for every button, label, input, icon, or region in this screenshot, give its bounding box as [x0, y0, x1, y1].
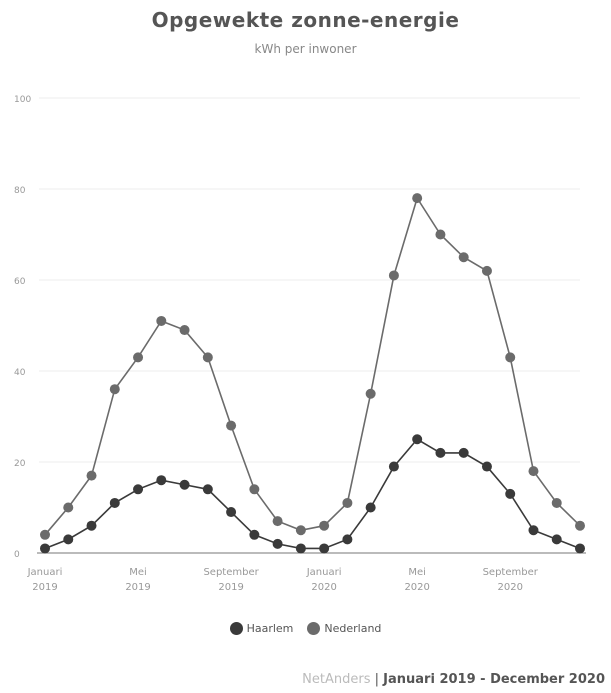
point-haarlem-2020-12: [575, 543, 585, 554]
point-haarlem-2020-11: [551, 534, 562, 545]
point-nederland-2020-06: [435, 229, 446, 240]
legend-label-nederland: Nederland: [324, 622, 382, 635]
point-nederland-2019-07: [179, 325, 190, 336]
legend-swatch-nederland: [307, 622, 321, 635]
point-nederland-2020-09: [505, 352, 516, 363]
x-tick-label-januari-2019: Januari: [27, 567, 63, 578]
point-nederland-2020-04: [388, 270, 399, 281]
x-tick-label-januari-2020: Januari: [306, 567, 342, 578]
footer-credit: NetAnders | Januari 2019 - December 2020: [302, 672, 605, 687]
x-tick-label-mei-2020: Mei: [408, 567, 426, 578]
point-nederland-2019-01: [40, 529, 50, 540]
point-nederland-2019-03: [86, 470, 97, 481]
point-haarlem-2019-07: [179, 479, 190, 490]
point-nederland-2020-01: [319, 520, 330, 531]
point-haarlem-2020-04: [388, 461, 399, 472]
point-haarlem-2020-01: [319, 543, 330, 554]
point-haarlem-2020-06: [435, 447, 446, 458]
point-nederland-2019-12: [295, 525, 306, 536]
y-tick-label-20: 20: [14, 459, 26, 469]
point-haarlem-2020-08: [481, 461, 492, 472]
point-haarlem-2020-09: [505, 488, 516, 499]
y-tick-label-80: 80: [14, 186, 26, 196]
point-haarlem-2020-03: [365, 502, 376, 513]
point-haarlem-2020-07: [458, 447, 469, 458]
point-haarlem-2019-05: [133, 484, 144, 495]
point-nederland-2020-12: [575, 520, 585, 531]
series-line-nederland: [44, 196, 581, 536]
point-haarlem-2019-10: [249, 529, 260, 540]
y-tick-label-60: 60: [14, 277, 26, 287]
point-haarlem-2019-06: [156, 475, 167, 486]
x-tick-label-mei-2019: Mei: [129, 567, 147, 578]
chart-legend: Haarlem Nederland: [0, 622, 611, 635]
point-nederland-2020-03: [365, 388, 376, 399]
point-haarlem-2020-10: [528, 525, 539, 536]
legend-item-haarlem[interactable]: Haarlem: [229, 622, 294, 635]
x-tick-year-september-2020: 2020: [497, 582, 522, 593]
footer-separator: |: [374, 672, 380, 687]
point-nederland-2020-05: [412, 193, 423, 204]
point-haarlem-2020-05: [412, 434, 423, 445]
point-nederland-2019-06: [156, 315, 167, 326]
point-nederland-2020-11: [551, 497, 562, 508]
point-haarlem-2019-01: [40, 543, 50, 554]
point-haarlem-2019-09: [226, 507, 237, 518]
series-line-haarlem: [44, 438, 581, 550]
point-nederland-2019-09: [226, 420, 237, 431]
footer-brand: NetAnders: [302, 672, 371, 687]
x-tick-year-september-2019: 2019: [218, 582, 243, 593]
x-tick-label-september-2020: September: [483, 567, 539, 578]
point-nederland-2020-02: [342, 497, 353, 508]
point-nederland-2020-07: [458, 252, 469, 263]
point-haarlem-2019-08: [202, 484, 213, 495]
chart-subtitle: kWh per inwoner: [254, 42, 357, 56]
point-nederland-2019-02: [63, 502, 74, 513]
point-haarlem-2019-04: [109, 497, 120, 508]
y-tick-label-100: 100: [14, 95, 31, 105]
y-tick-label-40: 40: [14, 368, 26, 378]
x-tick-label-september-2019: September: [203, 567, 259, 578]
point-nederland-2019-11: [272, 516, 283, 527]
legend-label-haarlem: Haarlem: [246, 622, 294, 635]
point-nederland-2019-04: [109, 384, 120, 395]
point-nederland-2019-05: [133, 352, 144, 363]
point-haarlem-2019-12: [295, 543, 306, 554]
point-haarlem-2019-02: [63, 534, 74, 545]
footer-period: Januari 2019 - December 2020: [383, 672, 605, 687]
chart-title: Opgewekte zonne-energie: [151, 8, 460, 32]
legend-swatch-haarlem: [229, 622, 243, 635]
legend-item-nederland[interactable]: Nederland: [307, 622, 381, 635]
x-tick-year-januari-2020: 2020: [311, 582, 336, 593]
point-nederland-2020-10: [528, 466, 539, 477]
point-nederland-2019-10: [249, 484, 260, 495]
point-haarlem-2019-03: [86, 520, 97, 531]
x-tick-year-mei-2019: 2019: [125, 582, 150, 593]
x-tick-year-mei-2020: 2020: [404, 582, 429, 593]
point-haarlem-2019-11: [272, 538, 283, 549]
point-nederland-2020-08: [481, 265, 492, 276]
x-tick-year-januari-2019: 2019: [32, 582, 57, 593]
point-nederland-2019-08: [202, 352, 213, 363]
y-tick-label-0: 0: [14, 550, 20, 560]
point-haarlem-2020-02: [342, 534, 353, 545]
